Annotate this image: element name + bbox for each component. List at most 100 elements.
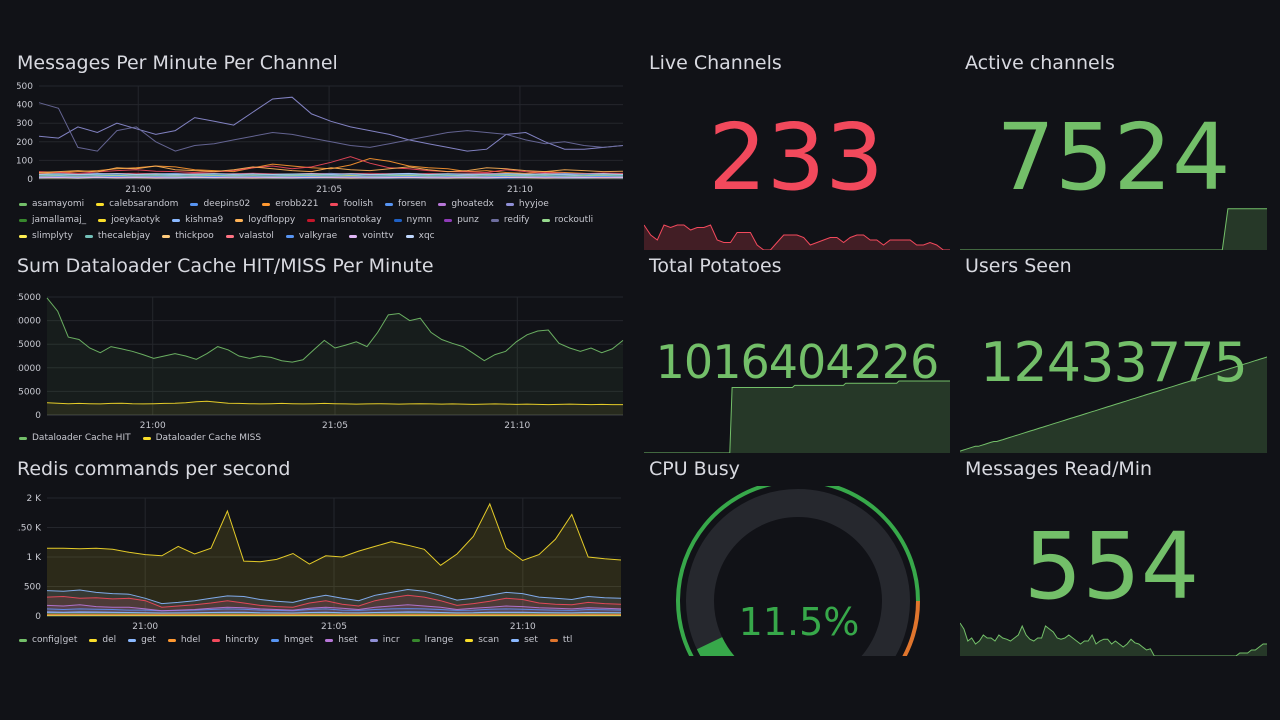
legend-item-incr[interactable]: incr xyxy=(369,632,400,648)
series-line-foolish[interactable] xyxy=(38,156,624,175)
legend-item-set[interactable]: set xyxy=(511,632,538,648)
legend-item-joeykaotyk[interactable]: joeykaotyk xyxy=(98,212,160,228)
legend-item-kishma9[interactable]: kishma9 xyxy=(172,212,223,228)
legend-item-get[interactable]: get xyxy=(128,632,156,648)
y-tick-label: 0 xyxy=(35,612,41,622)
legend-swatch xyxy=(128,638,137,642)
legend-item-calebsarandom[interactable]: calebsarandom xyxy=(96,196,178,212)
legend-item-Dataloader Cache HIT[interactable]: Dataloader Cache HIT xyxy=(19,430,131,446)
messages-chart[interactable]: 0 100 200 300 400 500 21:00 21:05 21:10 xyxy=(17,80,627,205)
series-line-hyyjoe[interactable] xyxy=(38,96,624,152)
y-tick-label: 400 xyxy=(17,101,33,111)
sparkline-line xyxy=(644,380,950,453)
legend-label: foolish xyxy=(343,199,374,209)
legend-item-vointtv[interactable]: vointtv xyxy=(349,228,394,244)
legend-item-thickpoo[interactable]: thickpoo xyxy=(162,228,214,244)
legend-item-deepins02[interactable]: deepins02 xyxy=(190,196,250,212)
legend-item-valastol[interactable]: valastol xyxy=(225,228,274,244)
legend-item-rockoutli[interactable]: rockoutli xyxy=(541,212,594,228)
legend-item-lrange[interactable]: lrange xyxy=(411,632,453,648)
dataloader-chart[interactable]: 0 5000 10000 15000 20000 25000 21:00 21:05 21:10 xyxy=(17,283,627,433)
series-line-get[interactable] xyxy=(46,588,622,605)
legend-label: rockoutli xyxy=(554,215,594,225)
legend-item-marisnotokay[interactable]: marisnotokay xyxy=(307,212,382,228)
panel-messages-per-minute: Messages Per Minute Per Channel 0 100 200 3… xyxy=(17,52,627,244)
legend-item-hincrby[interactable]: hincrby xyxy=(212,632,259,648)
legend-swatch xyxy=(411,638,420,642)
legend-label: hyyjoe xyxy=(518,199,549,209)
legend-item-hmget[interactable]: hmget xyxy=(270,632,313,648)
series-line-Dataloader Cache MISS[interactable] xyxy=(46,400,623,406)
legend-label: hdel xyxy=(180,635,201,645)
legend-swatch xyxy=(262,202,271,206)
x-tick-label: 21:05 xyxy=(316,185,342,195)
panel-title[interactable]: Live Channels xyxy=(649,52,782,74)
panel-title[interactable]: Active channels xyxy=(965,52,1115,74)
legend-item-thecalebjay[interactable]: thecalebjay xyxy=(84,228,150,244)
legend-item-jamallamaj_[interactable]: jamallamaj_ xyxy=(19,212,86,228)
legend-item-valkyrae[interactable]: valkyrae xyxy=(285,228,337,244)
legend-item-del[interactable]: del xyxy=(89,632,116,648)
legend-item-Dataloader Cache MISS[interactable]: Dataloader Cache MISS xyxy=(142,430,261,446)
panel-title[interactable]: Total Potatoes xyxy=(649,255,782,277)
series-line-loydfloppy[interactable] xyxy=(38,165,624,173)
legend-item-hset[interactable]: hset xyxy=(325,632,358,648)
series-line-vointtv[interactable] xyxy=(38,176,624,179)
legend-item-forsen[interactable]: forsen xyxy=(385,196,426,212)
panel-title[interactable]: Redis commands per second xyxy=(17,458,291,480)
series-line-erobb221[interactable] xyxy=(38,157,624,175)
legend-swatch xyxy=(444,218,453,222)
legend-item-nymn[interactable]: nymn xyxy=(393,212,432,228)
series-line-set[interactable] xyxy=(46,611,622,614)
legend-item-punz[interactable]: punz xyxy=(444,212,479,228)
series-line-hmget[interactable] xyxy=(46,608,622,612)
legend-item-loydfloppy[interactable]: loydfloppy xyxy=(235,212,295,228)
series-line-xqc[interactable] xyxy=(38,173,624,175)
panel-title[interactable]: Sum Dataloader Cache HIT/MISS Per Minute xyxy=(17,255,434,277)
sparkline-area xyxy=(644,381,950,453)
series-line-valkyrae[interactable] xyxy=(38,175,624,178)
legend-item-scan[interactable]: scan xyxy=(465,632,499,648)
legend-item-ghoatedx[interactable]: ghoatedx xyxy=(438,196,494,212)
legend-swatch xyxy=(19,218,27,222)
legend-label: get xyxy=(141,635,156,645)
legend-label: valastol xyxy=(238,231,274,241)
legend-swatch xyxy=(438,202,447,206)
series-line-rockoutli[interactable] xyxy=(38,174,624,177)
legend-item-ttl[interactable]: ttl xyxy=(549,632,572,648)
legend-item-hyyjoe[interactable]: hyyjoe xyxy=(505,196,549,212)
panel-active-channels: Active channels 7524 xyxy=(960,52,1267,250)
panel-title[interactable]: CPU Busy xyxy=(649,458,740,480)
series-line-del[interactable] xyxy=(47,502,622,566)
y-tick-label: 1 K xyxy=(27,553,43,563)
series-line-Dataloader Cache HIT[interactable] xyxy=(46,297,624,363)
legend-label: scan xyxy=(478,635,500,645)
panel-title[interactable]: Messages Per Minute Per Channel xyxy=(17,52,338,74)
legend-label: Dataloader Cache HIT xyxy=(32,433,131,443)
series-line-redify[interactable] xyxy=(38,102,624,152)
panel-title[interactable]: Messages Read/Min xyxy=(965,458,1153,480)
panel-title[interactable]: Users Seen xyxy=(965,255,1072,277)
x-tick-label: 21:05 xyxy=(322,421,348,431)
sparkline-line xyxy=(960,622,1267,656)
legend-item-asamayomi[interactable]: asamayomi xyxy=(19,196,84,212)
legend-swatch xyxy=(349,234,358,238)
legend-item-redify[interactable]: redify xyxy=(490,212,530,228)
legend-item-slimplyty[interactable]: slimplyty xyxy=(19,228,73,244)
legend-item-xqc[interactable]: xqc xyxy=(405,228,435,244)
legend-item-erobb221[interactable]: erobb221 xyxy=(262,196,318,212)
legend-label: set xyxy=(524,635,538,645)
y-tick-label: 300 xyxy=(17,119,33,129)
panel-users-seen: Users Seen 12433775 xyxy=(960,255,1267,453)
legend-item-foolish[interactable]: foolish xyxy=(330,196,373,212)
legend-item-hdel[interactable]: hdel xyxy=(167,632,201,648)
legend-label: ghoatedx xyxy=(451,199,494,209)
panel-cpu-busy: CPU Busy 11.5% xyxy=(644,458,950,656)
y-tick-label: 5000 xyxy=(18,387,41,397)
series-line-hincrby[interactable] xyxy=(46,594,622,608)
redis-chart[interactable]: 0 500 1 K 1.50 K 2 K 21:00 21:05 21:10 xyxy=(17,486,627,636)
legend-swatch xyxy=(96,202,105,206)
legend-item-config|get[interactable]: config|get xyxy=(19,632,77,648)
series-line-hset[interactable] xyxy=(46,604,622,612)
y-tick-label: 2 K xyxy=(27,494,43,504)
